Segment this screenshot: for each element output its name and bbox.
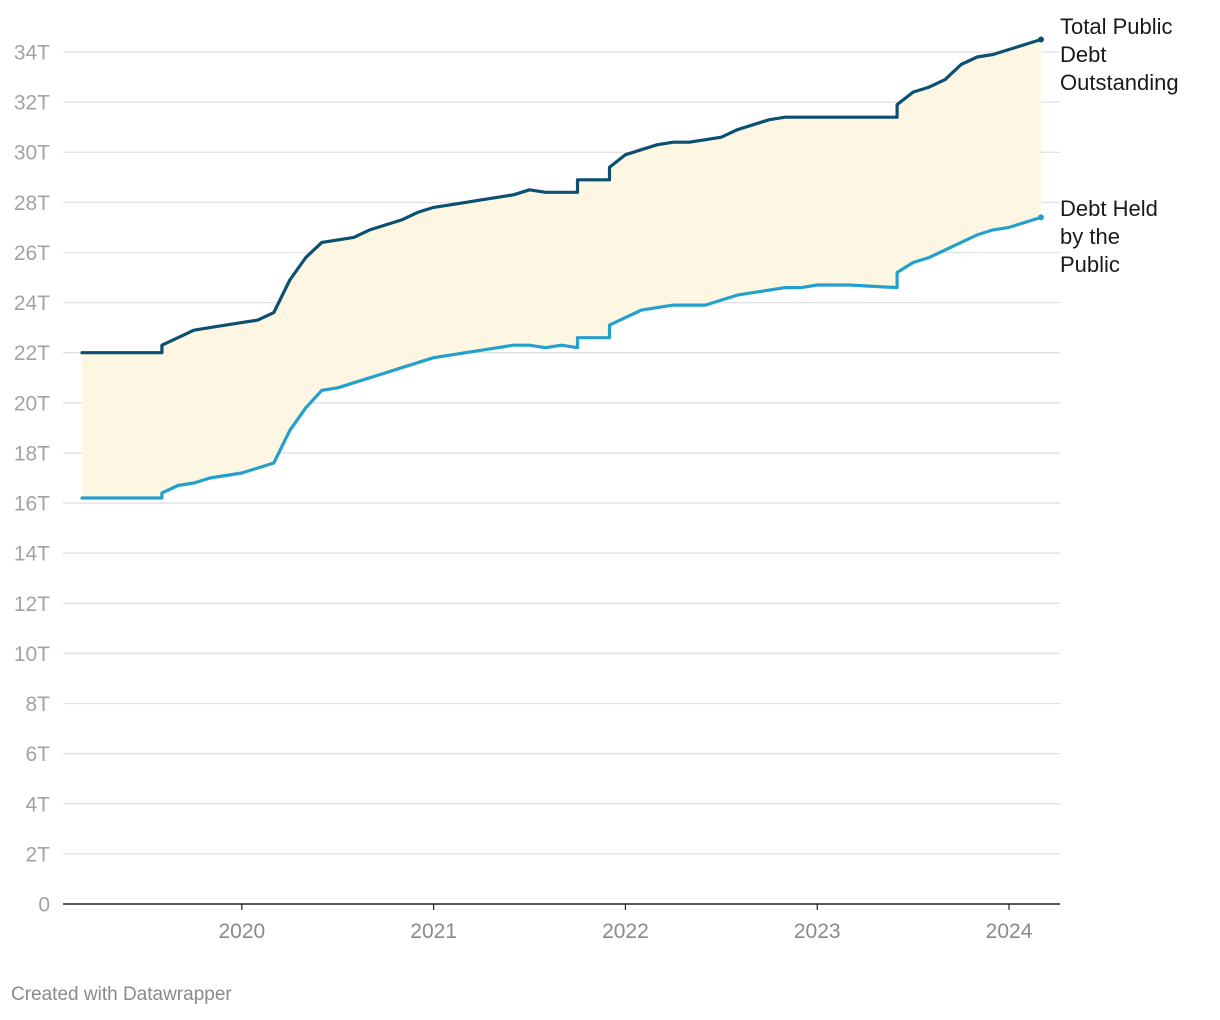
y-tick-label: 0 <box>38 894 50 917</box>
y-tick-label: 14T <box>14 543 50 566</box>
series-labels: Total Public Debt Outstanding Debt Held by t… <box>1060 14 1179 277</box>
credit-text: Created with Datawrapper <box>11 984 232 1005</box>
x-tick-label: 2022 <box>602 920 649 943</box>
series-label: Debt Held by the Public <box>1060 196 1158 277</box>
series-lines <box>80 36 1044 500</box>
y-tick-label: 18T <box>14 442 50 465</box>
series-label-line: Total Public <box>1060 14 1173 39</box>
y-tick-label: 2T <box>25 843 50 866</box>
series-label-line: by the <box>1060 224 1120 249</box>
y-tick-label: 30T <box>14 142 50 165</box>
series-label-line: Public <box>1060 252 1120 277</box>
y-tick-label: 6T <box>25 743 50 766</box>
y-tick-label: 16T <box>14 493 50 516</box>
gap-area <box>82 39 1041 498</box>
y-tick-label: 32T <box>14 92 50 115</box>
series-label-line: Outstanding <box>1060 70 1179 95</box>
x-tick-label: 2023 <box>794 920 841 943</box>
series-label-line: Debt <box>1060 42 1106 67</box>
y-tick-label: 8T <box>25 693 50 716</box>
series-label: Total Public Debt Outstanding <box>1060 14 1179 95</box>
y-tick-label: 28T <box>14 192 50 215</box>
series-label-line: Debt Held <box>1060 196 1158 221</box>
y-tick-label: 24T <box>14 292 50 315</box>
y-tick-label: 4T <box>25 793 50 816</box>
series-line <box>80 215 1043 500</box>
series-end-point <box>1038 214 1044 221</box>
x-tick-label: 2021 <box>410 920 457 943</box>
y-tick-label: 20T <box>14 392 50 415</box>
y-tick-label: 22T <box>14 342 50 365</box>
y-tick-label: 26T <box>14 242 50 265</box>
series-line <box>80 37 1043 355</box>
y-axis-ticks: 0 2T 4T 6T 8T 10T 12T 14T 16T 18T 20T 22T 24T 26T 28T 3… <box>14 42 50 917</box>
x-tick-label: 2020 <box>218 920 265 943</box>
y-tick-label: 34T <box>14 42 50 65</box>
x-tick-label: 2024 <box>986 920 1033 943</box>
y-tick-label: 10T <box>14 643 50 666</box>
series-end-point <box>1038 36 1044 43</box>
y-tick-label: 12T <box>14 593 50 616</box>
x-axis-ticks: 2020 2021 2022 2023 2024 <box>218 904 1033 943</box>
